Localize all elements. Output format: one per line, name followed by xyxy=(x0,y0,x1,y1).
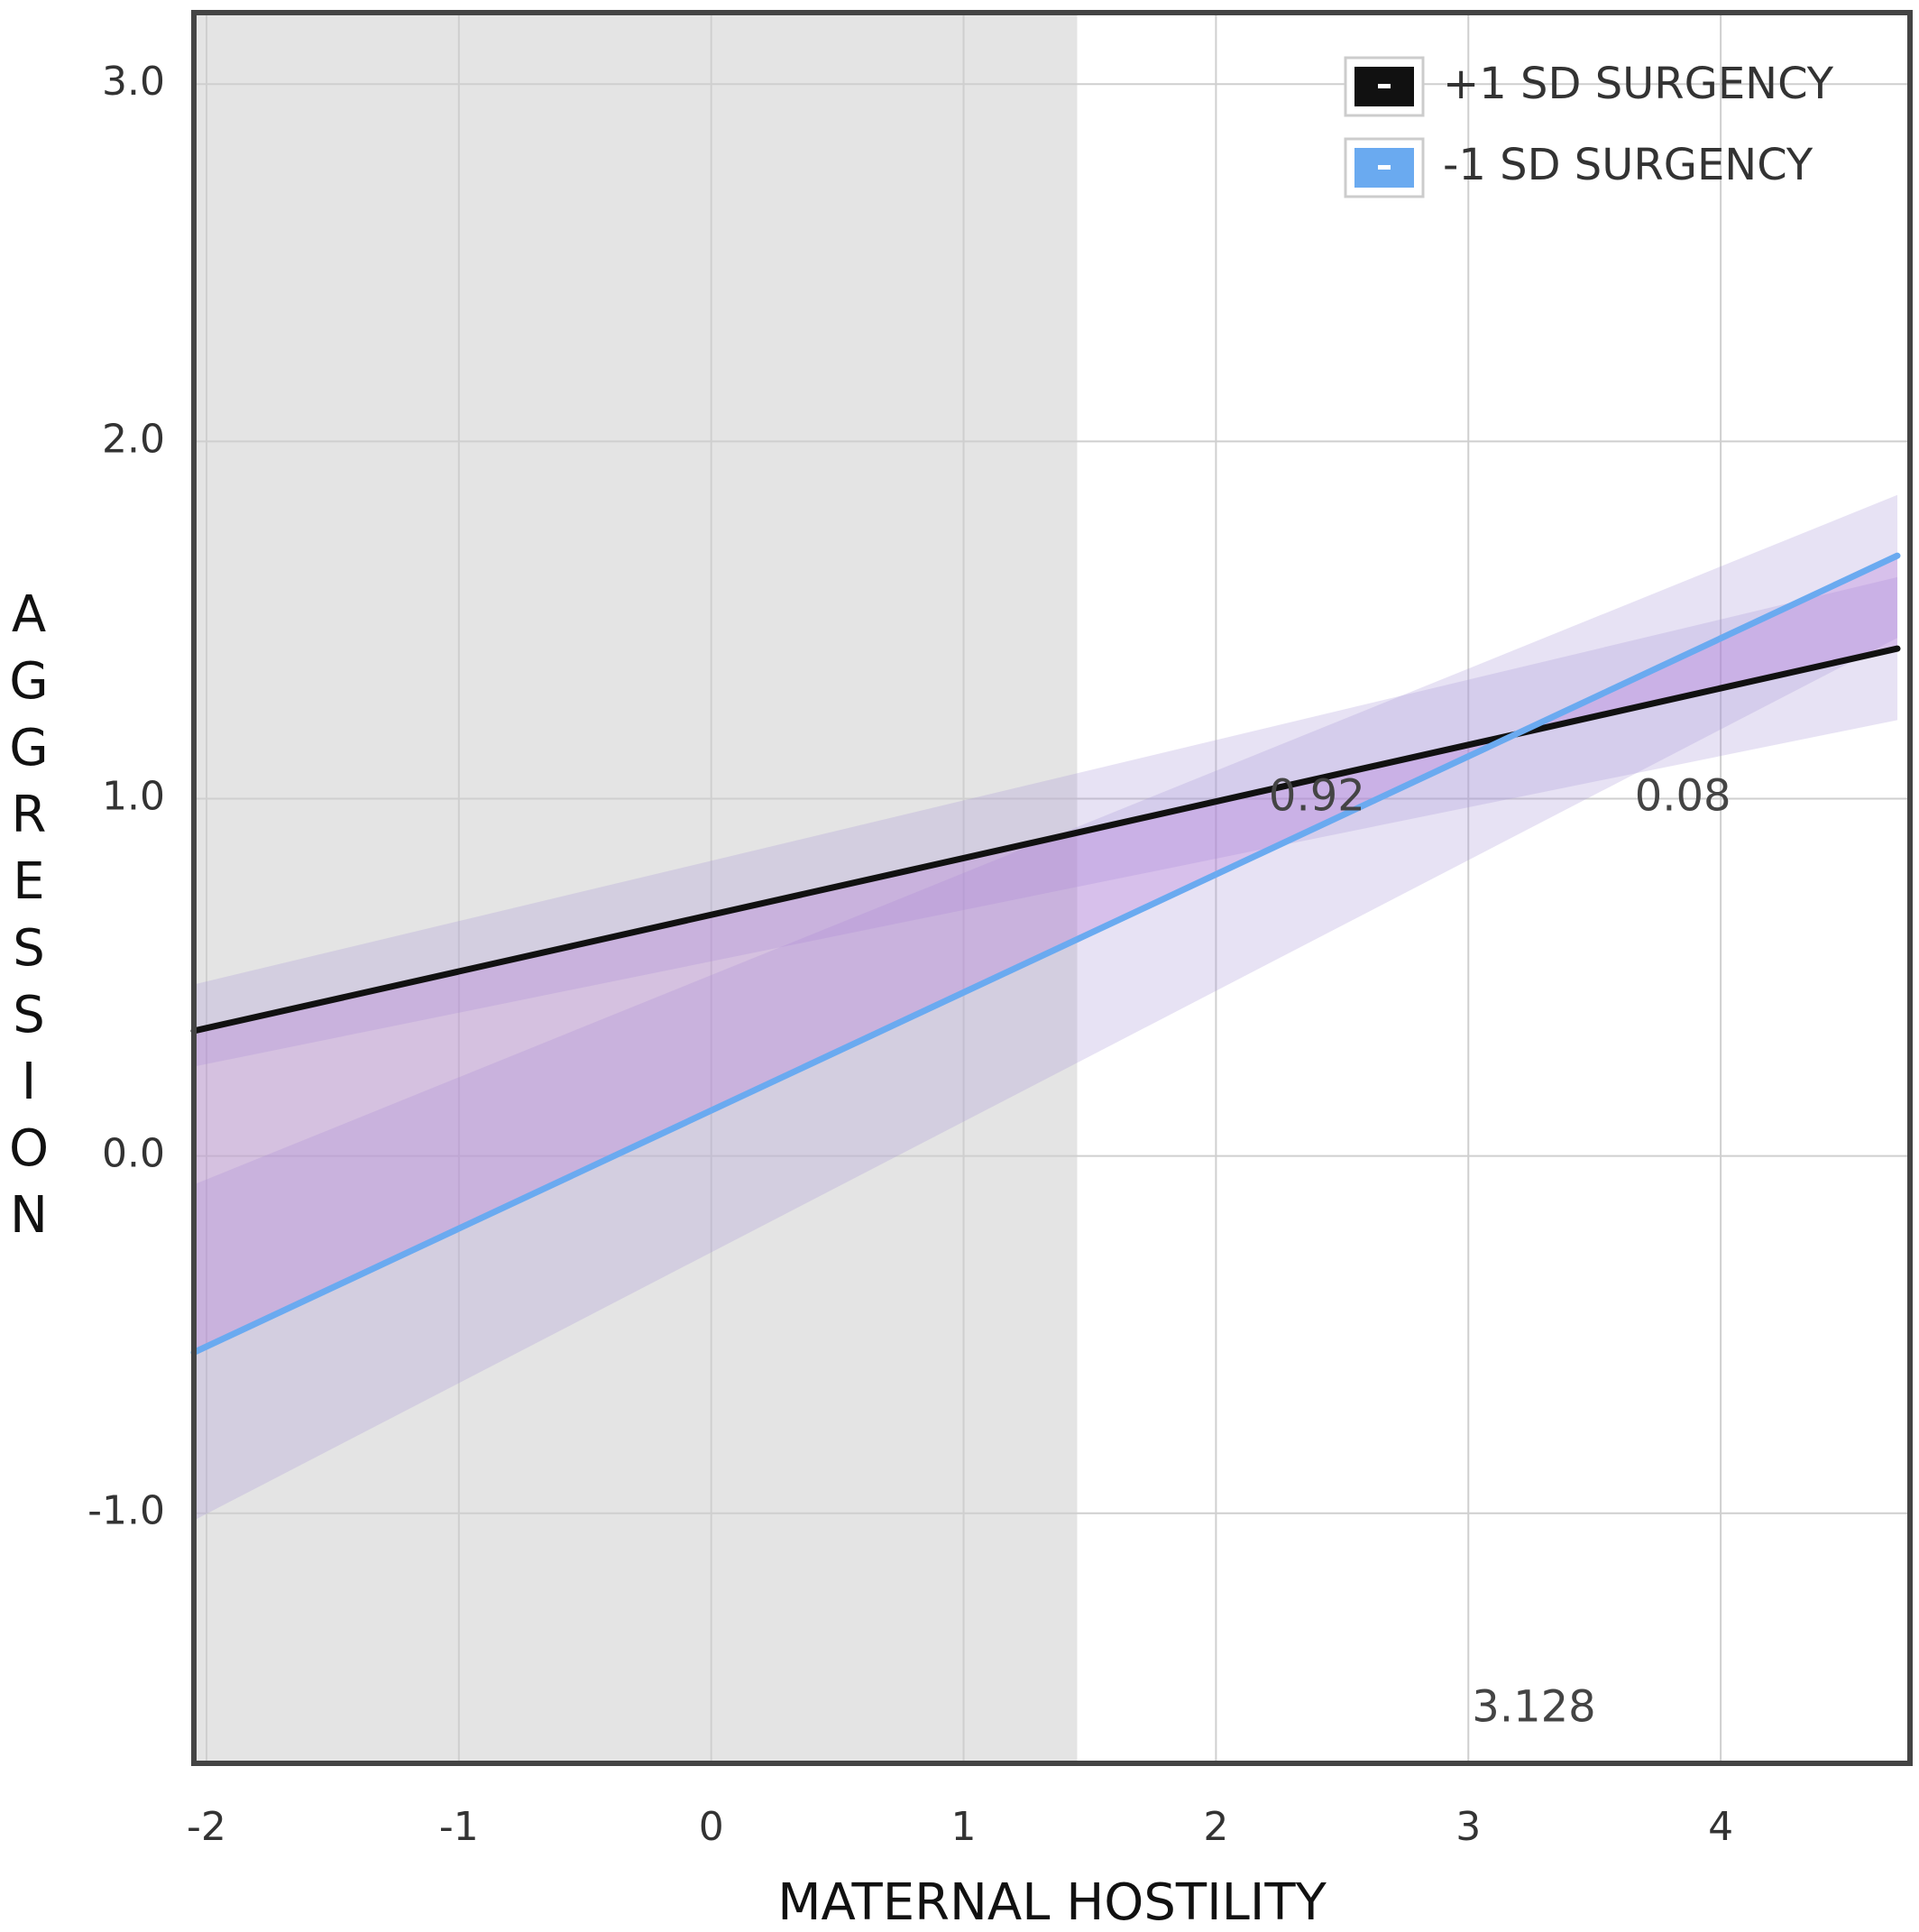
y-axis-title-letter: G xyxy=(9,652,48,711)
annotation-label: 0.92 xyxy=(1269,770,1365,821)
x-tick-label: 3 xyxy=(1455,1804,1481,1850)
y-axis-title-letter: S xyxy=(13,986,45,1044)
legend-swatch-dash xyxy=(1378,165,1391,170)
annotation-label: 3.128 xyxy=(1472,1682,1595,1733)
x-tick-label: -1 xyxy=(439,1804,479,1850)
y-axis-title-letter: I xyxy=(22,1053,37,1111)
legend: +1 SD SURGENCY -1 SD SURGENCY xyxy=(1344,56,1834,198)
y-tick-label: 2.0 xyxy=(102,416,165,462)
y-axis-title-letter: N xyxy=(10,1186,48,1245)
y-tick-label: 3.0 xyxy=(102,59,165,105)
confidence-band-1 xyxy=(194,494,1898,1521)
series-line-1 xyxy=(190,552,1901,1356)
x-tick-label: 0 xyxy=(699,1804,724,1850)
y-tick-label: 0.0 xyxy=(102,1131,165,1177)
x-tick-label: -2 xyxy=(187,1804,226,1850)
y-axis-title-letter: A xyxy=(12,585,46,644)
y-tick-label: 1.0 xyxy=(102,773,165,819)
x-tick-label: 1 xyxy=(951,1804,977,1850)
x-tick-label: 4 xyxy=(1708,1804,1733,1850)
confidence-band-0 xyxy=(194,576,1898,1067)
series-line-0 xyxy=(190,645,1901,1035)
y-axis-title-letter: G xyxy=(9,719,48,777)
shaded-region xyxy=(194,13,1078,1763)
y-axis-title-letter: E xyxy=(13,852,44,911)
x-tick-label: 2 xyxy=(1203,1804,1228,1850)
legend-swatch-dash xyxy=(1378,84,1391,88)
legend-label: +1 SD SURGENCY xyxy=(1443,59,1834,109)
y-axis-title-letter: O xyxy=(9,1119,49,1178)
x-axis-title: MATERNAL HOSTILITY xyxy=(777,1873,1327,1928)
y-axis-title-letter: S xyxy=(13,919,45,978)
annotation-label: 0.08 xyxy=(1635,770,1731,821)
y-tick-label: -1.0 xyxy=(87,1488,165,1534)
legend-label: -1 SD SURGENCY xyxy=(1443,140,1813,190)
plot-frame xyxy=(191,10,1913,1766)
y-axis-title-letter: R xyxy=(12,786,47,844)
